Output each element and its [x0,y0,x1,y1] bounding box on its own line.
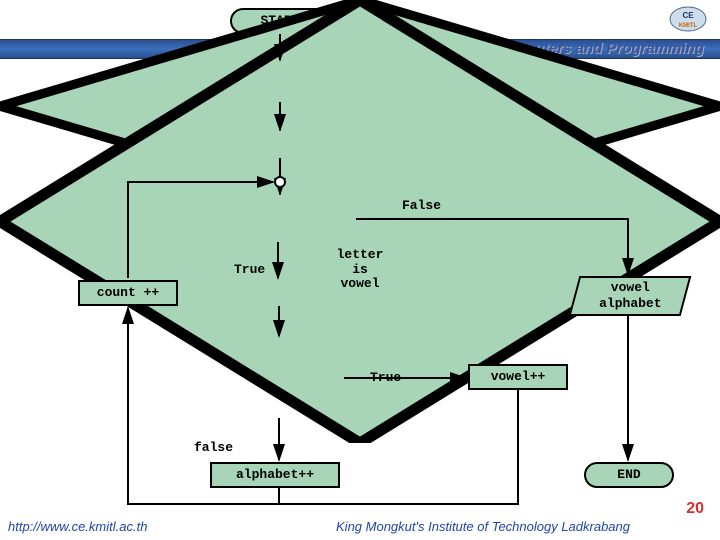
edge-label-cond2-true: True [370,370,401,385]
node-cond2-label: letter is vowel [337,248,384,293]
edge-label-cond2-false: false [194,440,233,455]
node-alpha: alphabet++ [210,462,340,488]
node-vowelpp: vowel++ [468,364,568,390]
node-out: vowel alphabet [569,276,692,316]
node-alpha-label: alphabet++ [236,467,314,483]
node-out-label: vowel alphabet [599,280,661,311]
node-end-label: END [617,467,640,483]
flowchart-canvas: START vowel=0,alphabet=0, count,letter c… [0,0,720,540]
edge-label-cond1-false: False [402,198,441,213]
node-cond2: letter is vowel [0,46,130,126]
node-end: END [584,462,674,488]
node-vowelpp-label: vowel++ [491,369,546,385]
node-countpp-label: count ++ [97,285,159,301]
node-countpp: count ++ [78,280,178,306]
edge-label-cond1-true: True [234,262,265,277]
